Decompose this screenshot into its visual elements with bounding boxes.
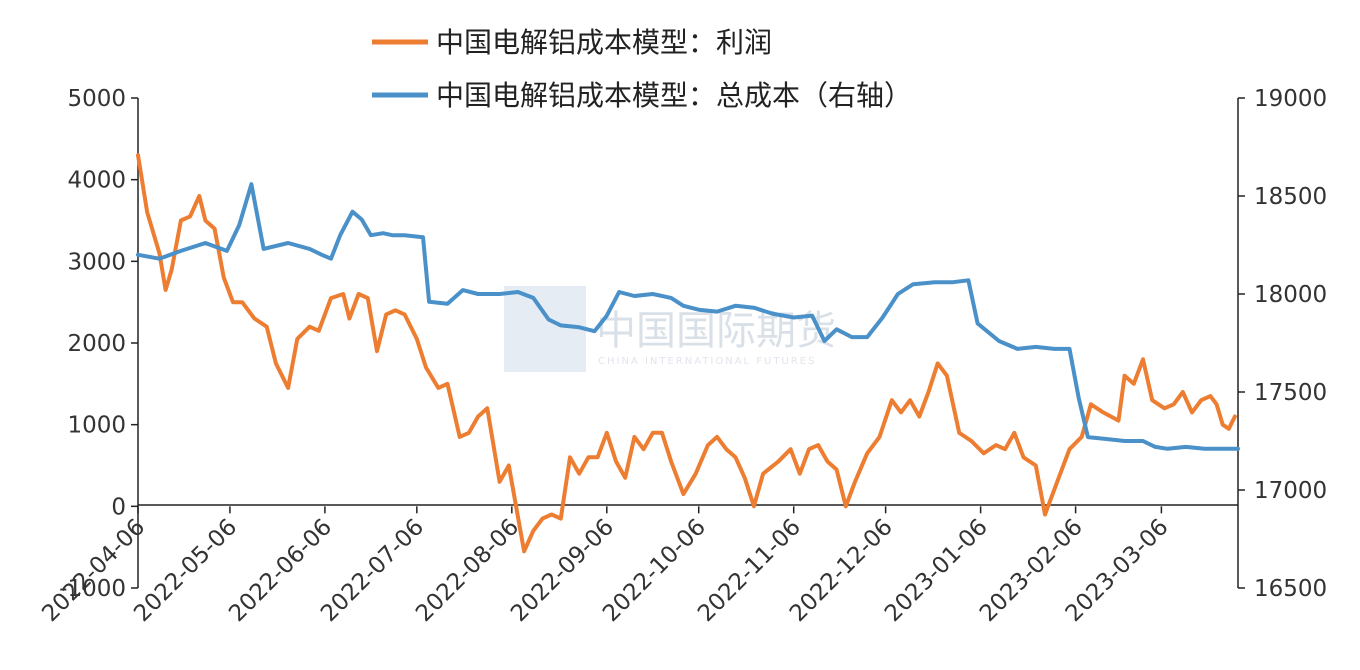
- right-tick-label: 17500: [1254, 380, 1327, 406]
- right-y-ticks: 16500 17000 17500 18000 18500 19000: [1238, 86, 1327, 602]
- series-layer: [136, 153, 1240, 554]
- legend-item-profit: 中国电解铝成本模型：利润: [372, 26, 772, 59]
- series-line-total-cost: [136, 182, 1240, 451]
- left-tick-label: 0: [111, 494, 126, 520]
- right-tick-label: 17000: [1254, 478, 1327, 504]
- watermark-subtext: CHINA INTERNATIONAL FUTURES: [598, 356, 816, 367]
- right-tick-label: 19000: [1254, 86, 1327, 112]
- left-tick-label: 3000: [67, 249, 126, 275]
- legend-label-profit: 中国电解铝成本模型：利润: [436, 26, 772, 59]
- left-tick-label: 2000: [67, 331, 126, 357]
- legend: 中国电解铝成本模型：利润 中国电解铝成本模型：总成本（右轴）: [372, 26, 912, 112]
- right-tick-label: 18500: [1254, 184, 1327, 210]
- left-tick-label: 5000: [67, 86, 126, 112]
- left-tick-label: 4000: [67, 168, 126, 194]
- x-ticks: 2022-04-062022-05-062022-06-062022-07-06…: [37, 506, 1174, 627]
- legend-label-cost: 中国电解铝成本模型：总成本（右轴）: [436, 79, 912, 112]
- left-tick-label: -1000: [59, 576, 126, 602]
- series-line-profit: [136, 153, 1237, 554]
- left-tick-label: 1000: [67, 413, 126, 439]
- right-tick-label: 18000: [1254, 282, 1327, 308]
- watermark-logo: [504, 286, 586, 372]
- legend-item-cost: 中国电解铝成本模型：总成本（右轴）: [372, 79, 912, 112]
- left-y-ticks: -1000 0 1000 2000 3000 4000 5000: [59, 86, 138, 602]
- right-tick-label: 16500: [1254, 576, 1327, 602]
